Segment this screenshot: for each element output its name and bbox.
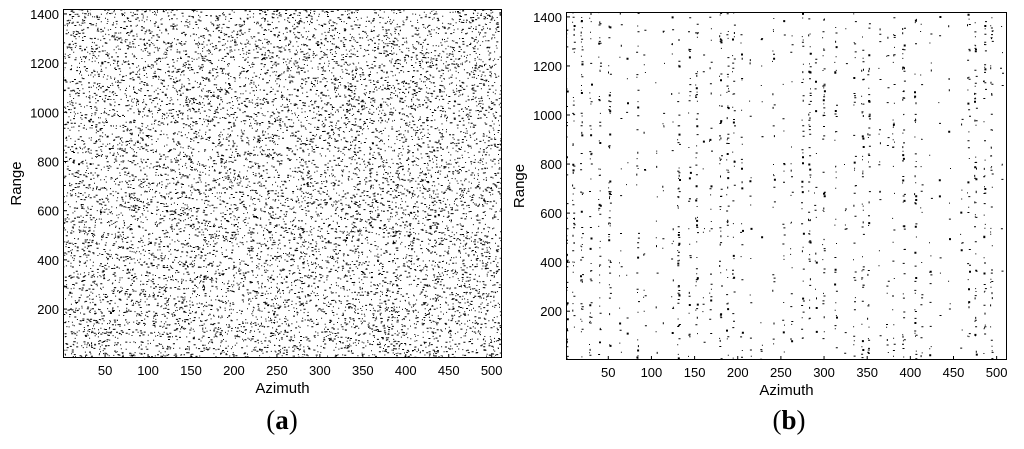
x-tick-label: 300 (309, 363, 331, 378)
x-tick-label: 50 (601, 365, 615, 380)
x-tick-label: 200 (223, 363, 245, 378)
y-tick-label: 600 (37, 204, 59, 219)
x-tick-label: 100 (641, 365, 663, 380)
x-tick-label: 400 (899, 365, 921, 380)
x-tick-label: 350 (856, 365, 878, 380)
x-tick-label: 400 (395, 363, 417, 378)
y-tick-label: 1000 (30, 105, 59, 120)
y-tick-label: 400 (37, 253, 59, 268)
panel-b-caption: (b) (772, 405, 806, 435)
y-tick-label: 400 (540, 255, 562, 270)
y-tick-label: 1400 (533, 10, 562, 25)
y-axis-label: Range (8, 161, 25, 205)
y-tick-label: 1200 (533, 59, 562, 74)
y-tick-label: 800 (540, 157, 562, 172)
chart-panel-b: 50 100 150 200 250 300 350 400 450 500 200 400 600 80… (511, 10, 1007, 399)
image-area-a (63, 9, 502, 358)
x-tick-label: 150 (684, 365, 706, 380)
x-tick-label: 500 (986, 365, 1008, 380)
image-area-b (566, 12, 1007, 360)
axes-frame-b (566, 12, 1007, 360)
x-tick-label: 250 (266, 363, 288, 378)
x-tick-label: 250 (770, 365, 792, 380)
x-tick-label: 300 (813, 365, 835, 380)
x-tick-label: 500 (481, 363, 503, 378)
y-tick-label: 200 (37, 302, 59, 317)
x-tick-label: 100 (137, 363, 159, 378)
y-tick-label: 1200 (30, 56, 59, 71)
pixel-marks-a (63, 9, 502, 358)
x-tick-label: 150 (180, 363, 202, 378)
x-tick-label: 350 (352, 363, 374, 378)
y-tick-label: 200 (540, 304, 562, 319)
y-tick-label: 1400 (30, 7, 59, 22)
axes-frame-a (63, 9, 502, 358)
x-tick-label: 450 (943, 365, 965, 380)
panel-a-caption: (a) (266, 405, 298, 435)
x-axis-label: Azimuth (759, 382, 813, 399)
chart-panel-a: 50 100 150 200 250 300 350 400 450 500 200 400 600 80… (8, 7, 503, 397)
x-tick-label: 50 (98, 363, 112, 378)
y-tick-label: 1000 (533, 108, 562, 123)
y-tick-label: 800 (37, 154, 59, 169)
x-tick-label: 200 (727, 365, 749, 380)
y-tick-label: 600 (540, 206, 562, 221)
y-axis-label: Range (511, 164, 528, 208)
x-axis-label: Azimuth (255, 380, 309, 397)
x-tick-label: 450 (438, 363, 460, 378)
